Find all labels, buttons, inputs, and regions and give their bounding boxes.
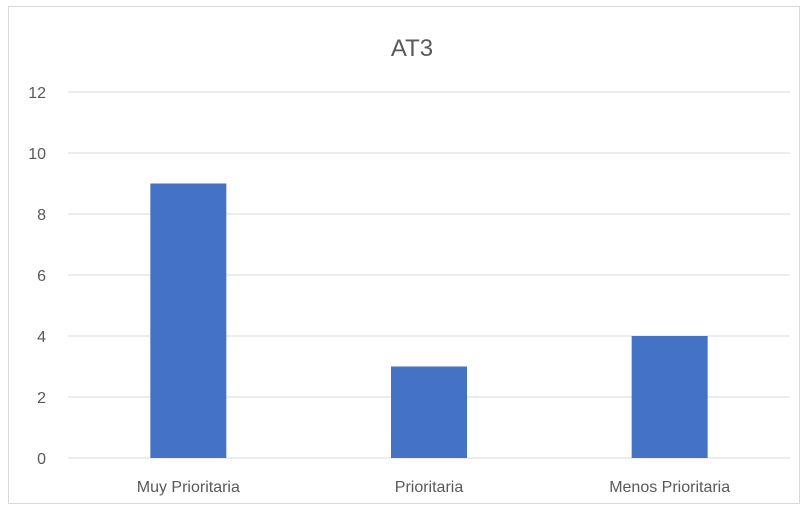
y-tick-label: 2	[37, 390, 46, 407]
bar-prioritaria	[391, 366, 467, 458]
category-label: Muy Prioritaria	[137, 479, 240, 496]
bar-muy-prioritaria	[150, 183, 227, 458]
bar-menos-prioritaria	[631, 336, 708, 458]
y-tick-label: 6	[37, 268, 46, 285]
y-axis-ticks: 0 2 4 6 8 10 12	[28, 85, 46, 468]
y-tick-label: 0	[37, 451, 46, 468]
x-axis-categories: Muy Prioritaria Prioritaria Menos Priorita…	[137, 479, 730, 496]
category-label: Menos Prioritaria	[609, 479, 730, 496]
y-tick-label: 4	[37, 329, 46, 346]
category-label: Prioritaria	[395, 479, 464, 496]
bars	[150, 183, 708, 458]
y-tick-label: 10	[28, 146, 46, 163]
y-tick-label: 12	[28, 85, 46, 102]
chart-title: AT3	[391, 35, 433, 62]
y-tick-label: 8	[37, 207, 46, 224]
